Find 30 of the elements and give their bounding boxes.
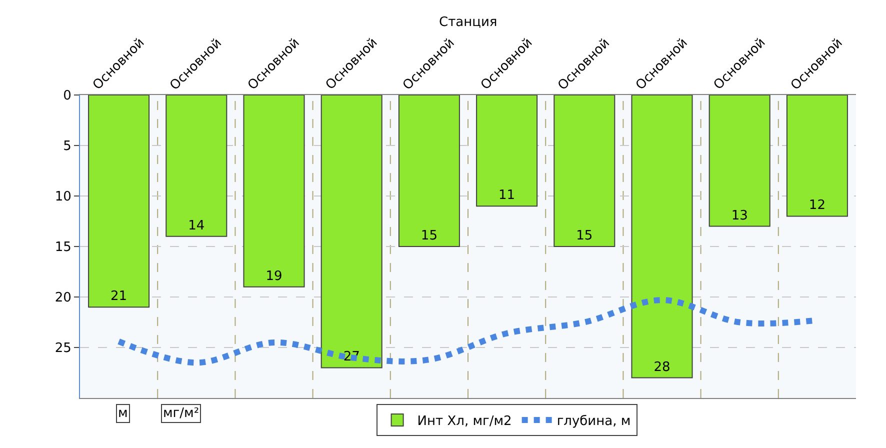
y-tick-label: 25 bbox=[54, 341, 72, 356]
data-label: 15 bbox=[420, 228, 438, 244]
data-label: 12 bbox=[808, 198, 826, 214]
bar bbox=[398, 95, 460, 247]
y-tick-label: 10 bbox=[54, 190, 72, 205]
bar bbox=[166, 95, 228, 237]
data-label: 14 bbox=[188, 218, 205, 234]
data-label: 15 bbox=[576, 228, 593, 244]
bar bbox=[88, 95, 150, 308]
bar bbox=[786, 95, 848, 217]
legend-label: Инт Хл, мг/м2 bbox=[417, 414, 512, 430]
data-label: 28 bbox=[654, 360, 670, 375]
y-tick-label: 0 bbox=[63, 88, 72, 104]
data-label: 21 bbox=[110, 289, 128, 304]
y-tick-label: 20 bbox=[54, 290, 72, 306]
bar bbox=[243, 95, 305, 288]
bar bbox=[708, 95, 770, 227]
legend-label: глубина, м bbox=[556, 414, 631, 430]
y-tick-label: 5 bbox=[63, 139, 72, 154]
bar bbox=[476, 95, 538, 207]
data-label: 13 bbox=[731, 208, 748, 224]
data-label: 19 bbox=[266, 268, 282, 284]
x-axis-title: Станция bbox=[439, 15, 498, 30]
y-tick-label: 15 bbox=[54, 240, 72, 256]
text: мг/м² bbox=[163, 406, 200, 421]
bar bbox=[631, 95, 693, 378]
bar bbox=[554, 95, 616, 247]
text: м bbox=[118, 406, 128, 421]
data-label: 11 bbox=[498, 188, 516, 204]
bar bbox=[320, 95, 382, 368]
